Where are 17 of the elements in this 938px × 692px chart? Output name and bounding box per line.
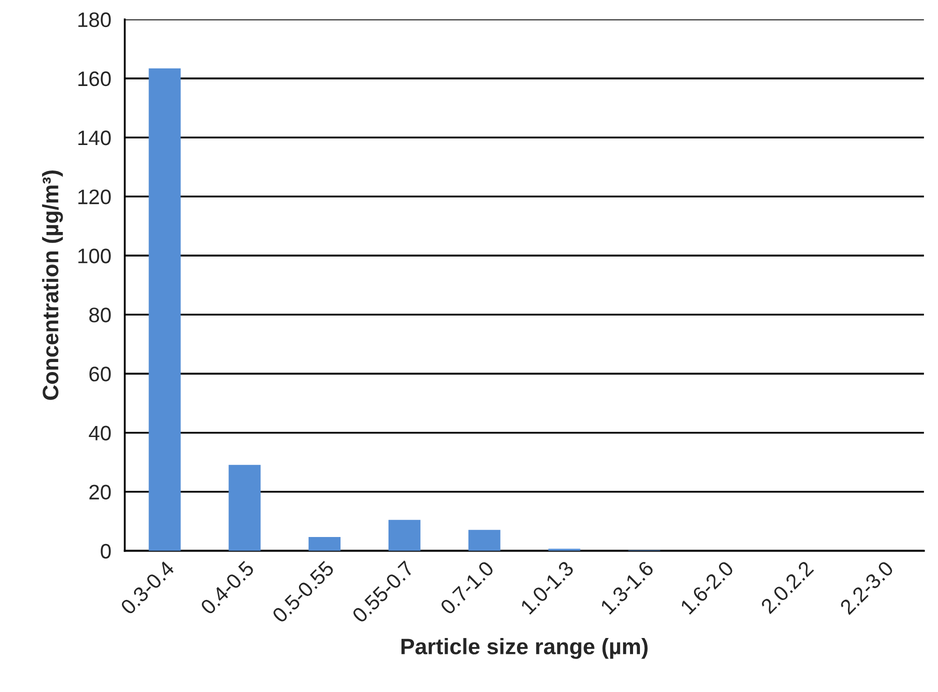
y-tick-label: 60 xyxy=(89,366,111,382)
bar xyxy=(148,68,181,551)
bar xyxy=(308,536,341,551)
y-tick-label: 140 xyxy=(78,130,111,146)
y-tick-label: 20 xyxy=(89,484,111,500)
y-tick-label: 80 xyxy=(89,308,111,322)
y-tick-label: 0 xyxy=(100,544,111,559)
y-tick-label: 100 xyxy=(78,248,111,264)
y-axis-title: Concentration (µg/m³) xyxy=(42,170,63,400)
bar xyxy=(468,530,500,551)
y-tick-label: 180 xyxy=(78,12,111,28)
bar xyxy=(228,464,261,551)
y-tick-label: 120 xyxy=(78,190,111,204)
y-tick-label: 160 xyxy=(78,71,111,86)
y-tick-label: 40 xyxy=(88,426,111,440)
bar xyxy=(388,520,420,551)
x-axis-title: Particle size range (µm) xyxy=(401,638,648,659)
